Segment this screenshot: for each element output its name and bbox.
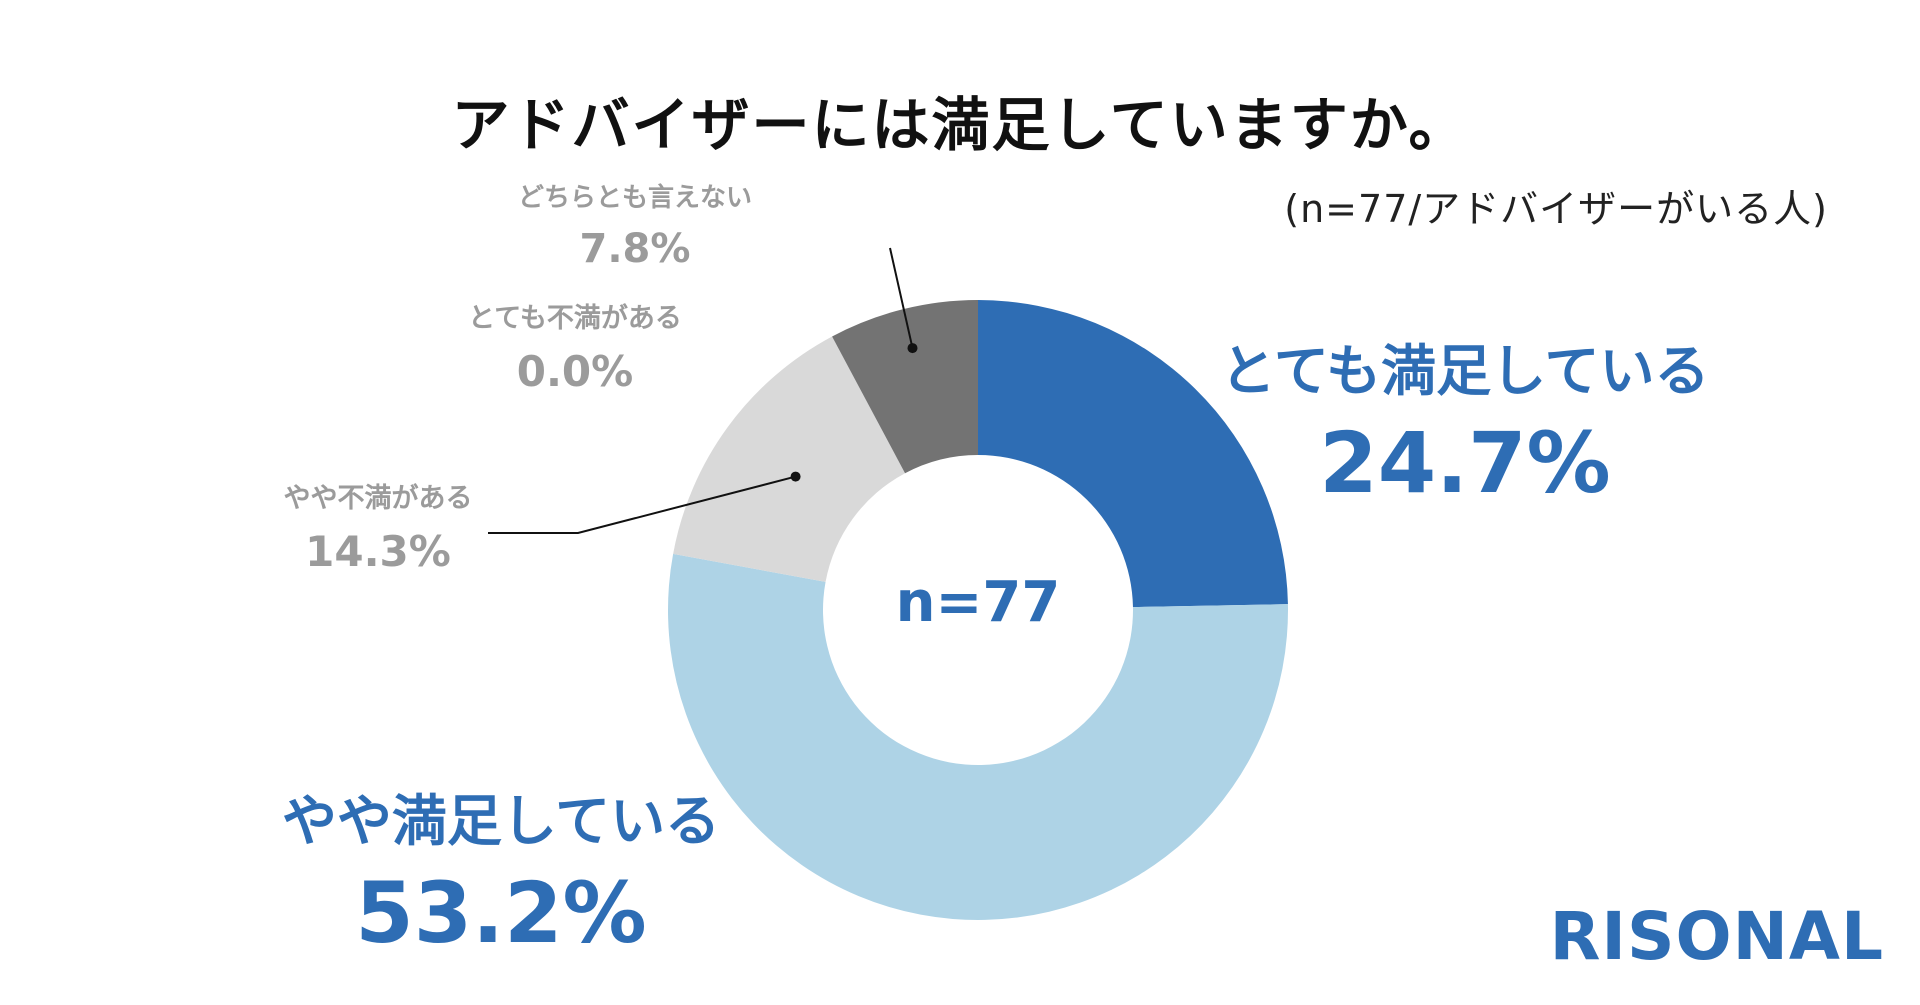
brand-logo: RISONAL [1549, 898, 1884, 975]
slice-label-very-dissatisfied: とても不満がある 0.0% [410, 296, 740, 396]
center-label: n=77 [895, 570, 1061, 635]
leader-somewhat-dissatisfied-dot [790, 471, 801, 482]
leader-neutral-dot [907, 343, 918, 354]
slice-label-somewhat-satisfied: やや満足している 53.2% [256, 776, 746, 962]
slice-label-name: とても不満がある [468, 303, 682, 334]
leader-lines [488, 247, 918, 534]
slice-label-value: 14.3% [305, 527, 451, 576]
donut-slice-247-0 [978, 300, 1288, 608]
slice-label-value: 24.7% [1319, 414, 1611, 512]
slice-label-somewhat-dissatisfied: やや不満がある 14.3% [228, 476, 528, 576]
slice-label-value: 0.0% [516, 347, 634, 396]
slice-label-name: どちらとも言えない [517, 183, 752, 213]
leader-somewhat-dissatisfied-line [488, 475, 796, 534]
chart-title: アドバイザーには満足していますか。 [451, 91, 1469, 159]
slice-label-name: とても満足している [1220, 339, 1710, 403]
slice-label-very-satisfied: とても満足している 24.7% [1220, 326, 1710, 512]
slice-label-value: 53.2% [355, 864, 647, 962]
donut-slice-143-2 [673, 336, 906, 582]
leader-neutral-line [889, 247, 914, 349]
sample-note: (n=77/アドバイザーがいる人) [1284, 187, 1828, 231]
donut-slice-78-4 [832, 300, 978, 474]
slice-label-neutral: どちらとも言えない 7.8% [470, 177, 800, 272]
slice-label-name: やや不満がある [283, 483, 473, 514]
slice-label-name: やや満足している [281, 789, 721, 853]
donut-slice-532-1 [667, 553, 1288, 920]
donut-slices [667, 300, 1288, 920]
slice-label-value: 7.8% [579, 226, 691, 272]
